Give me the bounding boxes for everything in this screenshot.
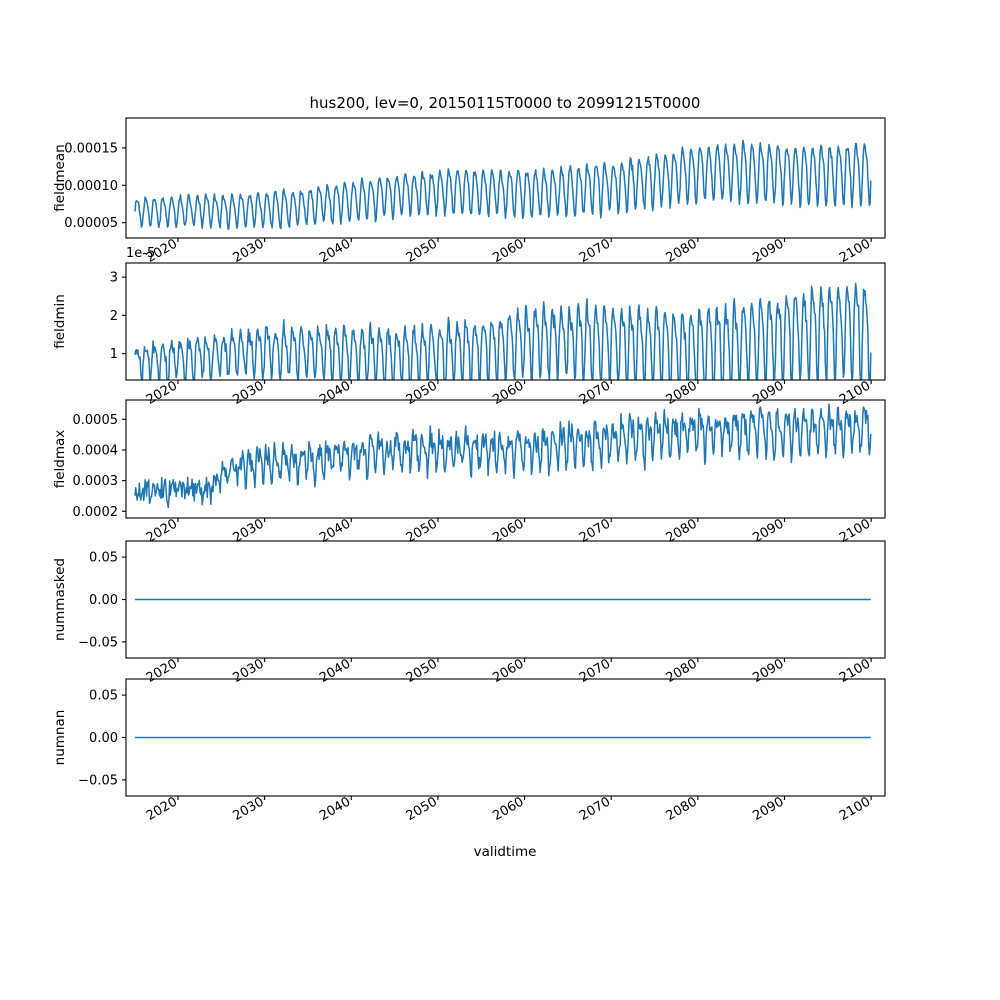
- y-tick-label: 0.00015: [64, 141, 118, 156]
- y-axis-label-numnan: numnan: [52, 710, 68, 766]
- page-title: hus200, lev=0, 20150115T0000 to 20991215…: [310, 94, 701, 112]
- y-tick-label: 0.00: [89, 731, 118, 746]
- axes-spines: [125, 117, 886, 239]
- y-tick-label: 2: [110, 309, 118, 324]
- y-tick-label: 0.0005: [73, 413, 119, 428]
- y-tick-label: 0.0002: [73, 505, 119, 520]
- y-tick-label: 0.05: [89, 551, 118, 566]
- x-axis-label: validtime: [474, 844, 537, 860]
- y-tick-label: −0.05: [78, 635, 118, 650]
- axes-spines: [125, 678, 886, 797]
- data-line-fieldmin: [134, 282, 872, 380]
- y-tick-label: 0.0004: [73, 443, 119, 458]
- data-line-fieldmax: [134, 403, 872, 509]
- y-tick-label: 1: [110, 347, 118, 362]
- y-axis-label-fieldmin: fieldmin: [52, 294, 68, 349]
- y-tick-label: 0.00005: [64, 216, 118, 231]
- axes-spines: [125, 262, 886, 381]
- y-axis-label-fieldmax: fieldmax: [52, 430, 68, 489]
- axes-spines: [125, 540, 886, 659]
- y-axis-label-fieldmean: fieldmean: [52, 144, 68, 211]
- y-tick-label: 3: [110, 271, 118, 286]
- y-axis-label-nummasked: nummasked: [52, 558, 68, 641]
- y-tick-label: −0.05: [78, 773, 118, 788]
- y-tick-label: 0.00010: [64, 179, 118, 194]
- y-tick-label: 0.0003: [73, 474, 119, 489]
- y-axis-offset-label: 1e-5: [126, 246, 155, 261]
- y-tick-label: 0.00: [89, 593, 118, 608]
- axes-spines: [125, 399, 886, 519]
- data-line-fieldmean: [134, 139, 872, 231]
- y-tick-label: 0.05: [89, 689, 118, 704]
